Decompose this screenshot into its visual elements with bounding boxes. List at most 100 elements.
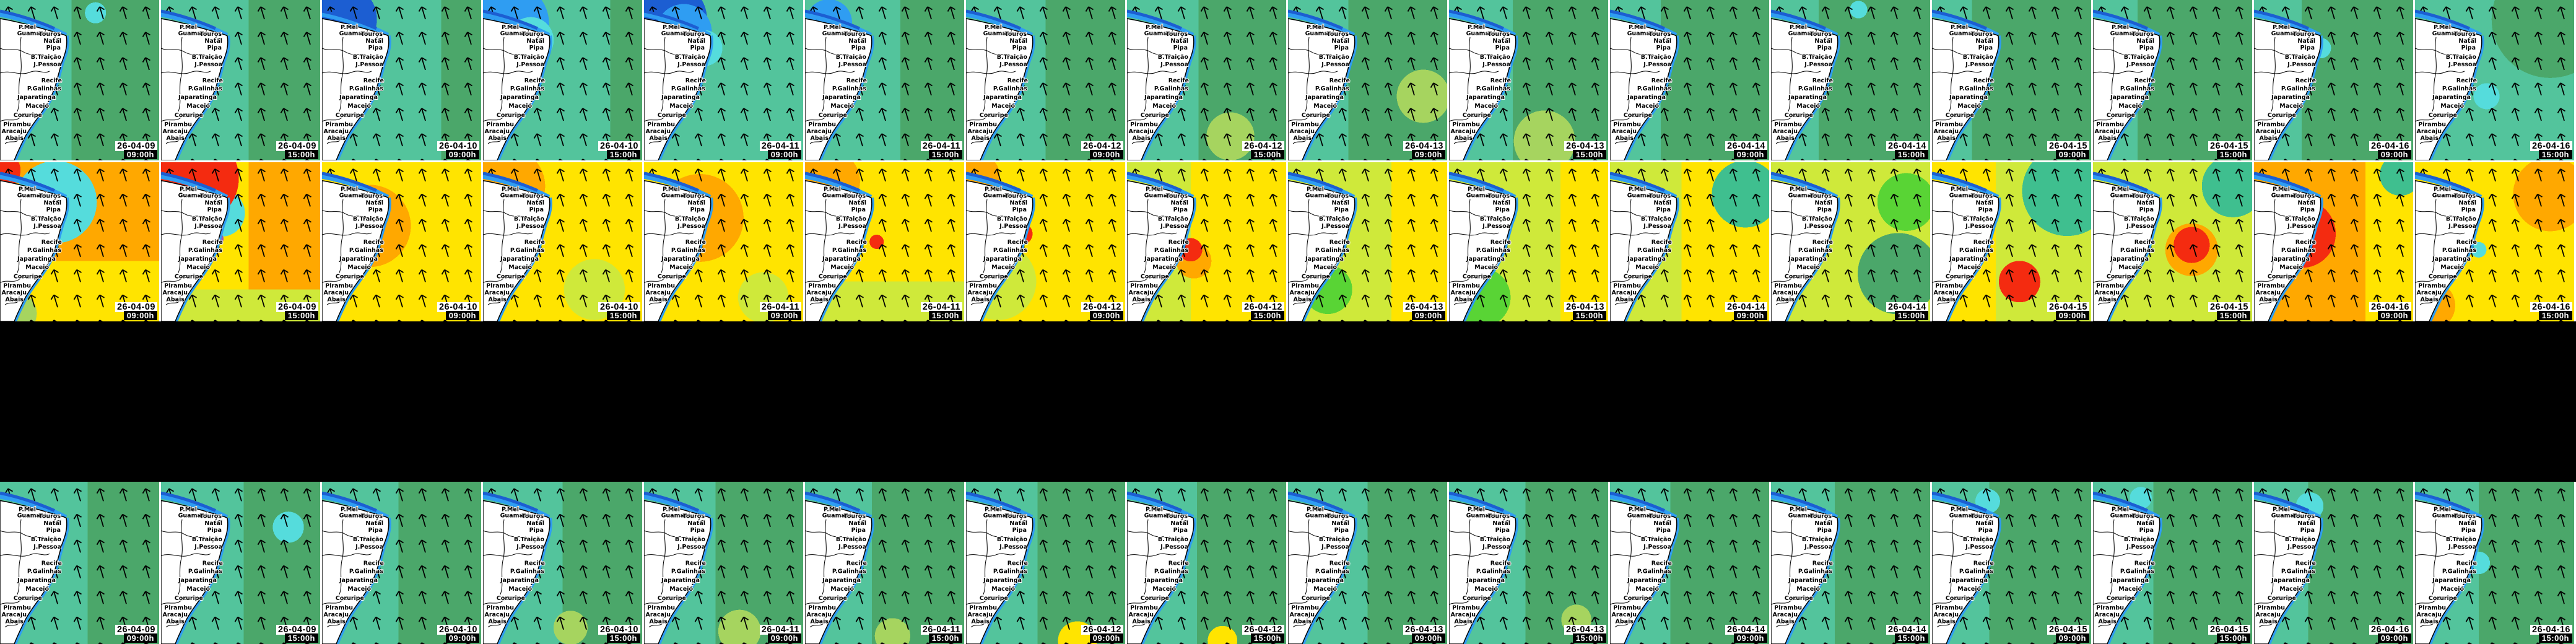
- coastline-map: [1932, 162, 2091, 321]
- coastline-map: [322, 0, 481, 160]
- coastline-map: [644, 0, 803, 160]
- forecast-map-tile[interactable]: 26-04-10 09:00h: [322, 482, 481, 644]
- tile-time: 15:00h: [1253, 633, 1281, 643]
- forecast-map-tile[interactable]: 26-04-09 15:00h: [161, 162, 320, 321]
- forecast-map-tile[interactable]: 26-04-15 09:00h: [1932, 0, 2091, 160]
- coastline-map: [1771, 162, 1930, 321]
- coastline-map: [805, 482, 964, 644]
- tile-date-label: 26-04-11: [920, 141, 962, 151]
- forecast-map-tile[interactable]: 26-04-12 09:00h: [966, 482, 1125, 644]
- tile-time: 09:00h: [770, 311, 798, 320]
- forecast-map-tile[interactable]: 26-04-10 15:00h: [483, 162, 642, 321]
- forecast-map-tile[interactable]: 26-04-11 15:00h: [805, 482, 964, 644]
- forecast-map-tile[interactable]: 26-04-13 09:00h: [1288, 482, 1447, 644]
- tile-date: 26-04-15: [2048, 625, 2087, 635]
- forecast-map-tile[interactable]: 26-04-15 15:00h: [2093, 482, 2252, 644]
- forecast-map-tile[interactable]: 26-04-09 09:00h: [0, 0, 159, 160]
- tile-time: 09:00h: [770, 633, 798, 643]
- forecast-map-tile[interactable]: 26-04-12 15:00h: [1127, 162, 1286, 321]
- tile-time: 15:00h: [609, 150, 637, 159]
- tile-time-label: 15:00h: [284, 150, 318, 159]
- coastline-map: [1288, 482, 1447, 644]
- coastline-map: [483, 482, 642, 644]
- tile-date-label: 26-04-14: [1886, 302, 1928, 312]
- forecast-map-tile[interactable]: 26-04-15 09:00h: [1932, 482, 2091, 644]
- tile-time-label: 09:00h: [2377, 633, 2411, 643]
- coastline-map: [1610, 482, 1769, 644]
- tile-date-label: 26-04-12: [1081, 141, 1123, 151]
- forecast-map-tile[interactable]: 26-04-14 09:00h: [1610, 482, 1769, 644]
- forecast-map-tile[interactable]: 26-04-15 15:00h: [2093, 0, 2252, 160]
- forecast-map-tile[interactable]: 26-04-14 09:00h: [1610, 0, 1769, 160]
- forecast-map-tile[interactable]: 26-04-16 15:00h: [2415, 162, 2574, 321]
- tile-date: 26-04-09: [116, 625, 155, 635]
- forecast-map-tile[interactable]: 26-04-16 09:00h: [2254, 0, 2413, 160]
- forecast-map-tile[interactable]: 26-04-09 15:00h: [161, 482, 320, 644]
- forecast-map-tile[interactable]: 26-04-11 09:00h: [644, 482, 803, 644]
- tile-date: 26-04-11: [761, 302, 799, 312]
- forecast-map-tile[interactable]: 26-04-13 15:00h: [1449, 0, 1608, 160]
- forecast-row-wind-top: 26-04-09 09:00h 26-04-09 15:00h 26-04-10: [0, 0, 2576, 160]
- coastline-map: [2415, 162, 2574, 321]
- forecast-map-tile[interactable]: 26-04-15 09:00h: [1932, 162, 2091, 321]
- tile-date-label: 26-04-11: [759, 625, 801, 635]
- forecast-map-tile[interactable]: 26-04-14 15:00h: [1771, 482, 1930, 644]
- tile-date-label: 26-04-15: [2208, 141, 2250, 151]
- forecast-map-tile[interactable]: 26-04-12 09:00h: [966, 0, 1125, 160]
- forecast-map-tile[interactable]: 26-04-13 15:00h: [1449, 162, 1608, 321]
- tile-date-label: 26-04-12: [1242, 302, 1284, 312]
- coastline-map: [2254, 482, 2413, 644]
- forecast-map-tile[interactable]: 26-04-11 15:00h: [805, 0, 964, 160]
- tile-time-label: 15:00h: [928, 150, 962, 159]
- coastline-map: [1610, 0, 1769, 160]
- forecast-map-tile[interactable]: 26-04-10 09:00h: [322, 0, 481, 160]
- forecast-row-wind-bottom: 26-04-09 09:00h 26-04-09 15:00h 26-04-10: [0, 482, 2576, 644]
- forecast-map-tile[interactable]: 26-04-10 15:00h: [483, 482, 642, 644]
- forecast-map-tile[interactable]: 26-04-14 15:00h: [1771, 0, 1930, 160]
- forecast-map-tile[interactable]: 26-04-15 15:00h: [2093, 162, 2252, 321]
- forecast-map-tile[interactable]: 26-04-10 09:00h: [322, 162, 481, 321]
- tile-date-label: 26-04-16: [2530, 302, 2572, 312]
- forecast-map-tile[interactable]: 26-04-09 09:00h: [0, 162, 159, 321]
- tile-date: 26-04-16: [2531, 141, 2570, 151]
- tile-time: 15:00h: [1575, 311, 1603, 320]
- forecast-map-tile[interactable]: 26-04-16 15:00h: [2415, 482, 2574, 644]
- tile-date: 26-04-14: [1726, 141, 1765, 151]
- forecast-map-tile[interactable]: 26-04-14 15:00h: [1771, 162, 1930, 321]
- tile-date: 26-04-11: [922, 625, 960, 635]
- tile-time: 09:00h: [2380, 311, 2408, 320]
- tile-time-label: 15:00h: [2216, 633, 2250, 643]
- forecast-map-tile[interactable]: 26-04-12 15:00h: [1127, 0, 1286, 160]
- tile-date: 26-04-15: [2209, 302, 2248, 312]
- tile-time: 09:00h: [448, 311, 476, 320]
- tile-time-label: 09:00h: [2055, 311, 2089, 320]
- tile-date: 26-04-09: [277, 302, 316, 312]
- forecast-map-tile[interactable]: 26-04-16 09:00h: [2254, 482, 2413, 644]
- coastline-map: [1288, 162, 1447, 321]
- tile-time-label: 09:00h: [767, 150, 801, 159]
- forecast-map-tile[interactable]: 26-04-14 09:00h: [1610, 162, 1769, 321]
- tile-date-label: 26-04-13: [1403, 625, 1445, 635]
- tile-time-label: 09:00h: [1733, 311, 1767, 320]
- tile-time-label: 15:00h: [1894, 633, 1928, 643]
- coastline-map: [483, 162, 642, 321]
- forecast-map-tile[interactable]: 26-04-12 15:00h: [1127, 482, 1286, 644]
- forecast-map-tile[interactable]: 26-04-12 09:00h: [966, 162, 1125, 321]
- forecast-map-tile[interactable]: 26-04-11 15:00h: [805, 162, 964, 321]
- forecast-map-tile[interactable]: 26-04-16 09:00h: [2254, 162, 2413, 321]
- tile-time-label: 15:00h: [1250, 633, 1284, 643]
- tile-date: 26-04-14: [1726, 302, 1765, 312]
- forecast-map-tile[interactable]: 26-04-13 09:00h: [1288, 162, 1447, 321]
- tile-date-label: 26-04-09: [276, 141, 318, 151]
- forecast-map-tile[interactable]: 26-04-13 15:00h: [1449, 482, 1608, 644]
- forecast-map-tile[interactable]: 26-04-11 09:00h: [644, 0, 803, 160]
- forecast-map-tile[interactable]: 26-04-09 15:00h: [161, 0, 320, 160]
- forecast-map-tile[interactable]: 26-04-11 09:00h: [644, 162, 803, 321]
- coastline-map: [966, 0, 1125, 160]
- forecast-map-tile[interactable]: 26-04-10 15:00h: [483, 0, 642, 160]
- forecast-map-tile[interactable]: 26-04-13 09:00h: [1288, 0, 1447, 160]
- coastline-map: [161, 0, 320, 160]
- forecast-map-tile[interactable]: 26-04-09 09:00h: [0, 482, 159, 644]
- tile-date-label: 26-04-10: [598, 625, 640, 635]
- forecast-map-tile[interactable]: 26-04-16 15:00h: [2415, 0, 2574, 160]
